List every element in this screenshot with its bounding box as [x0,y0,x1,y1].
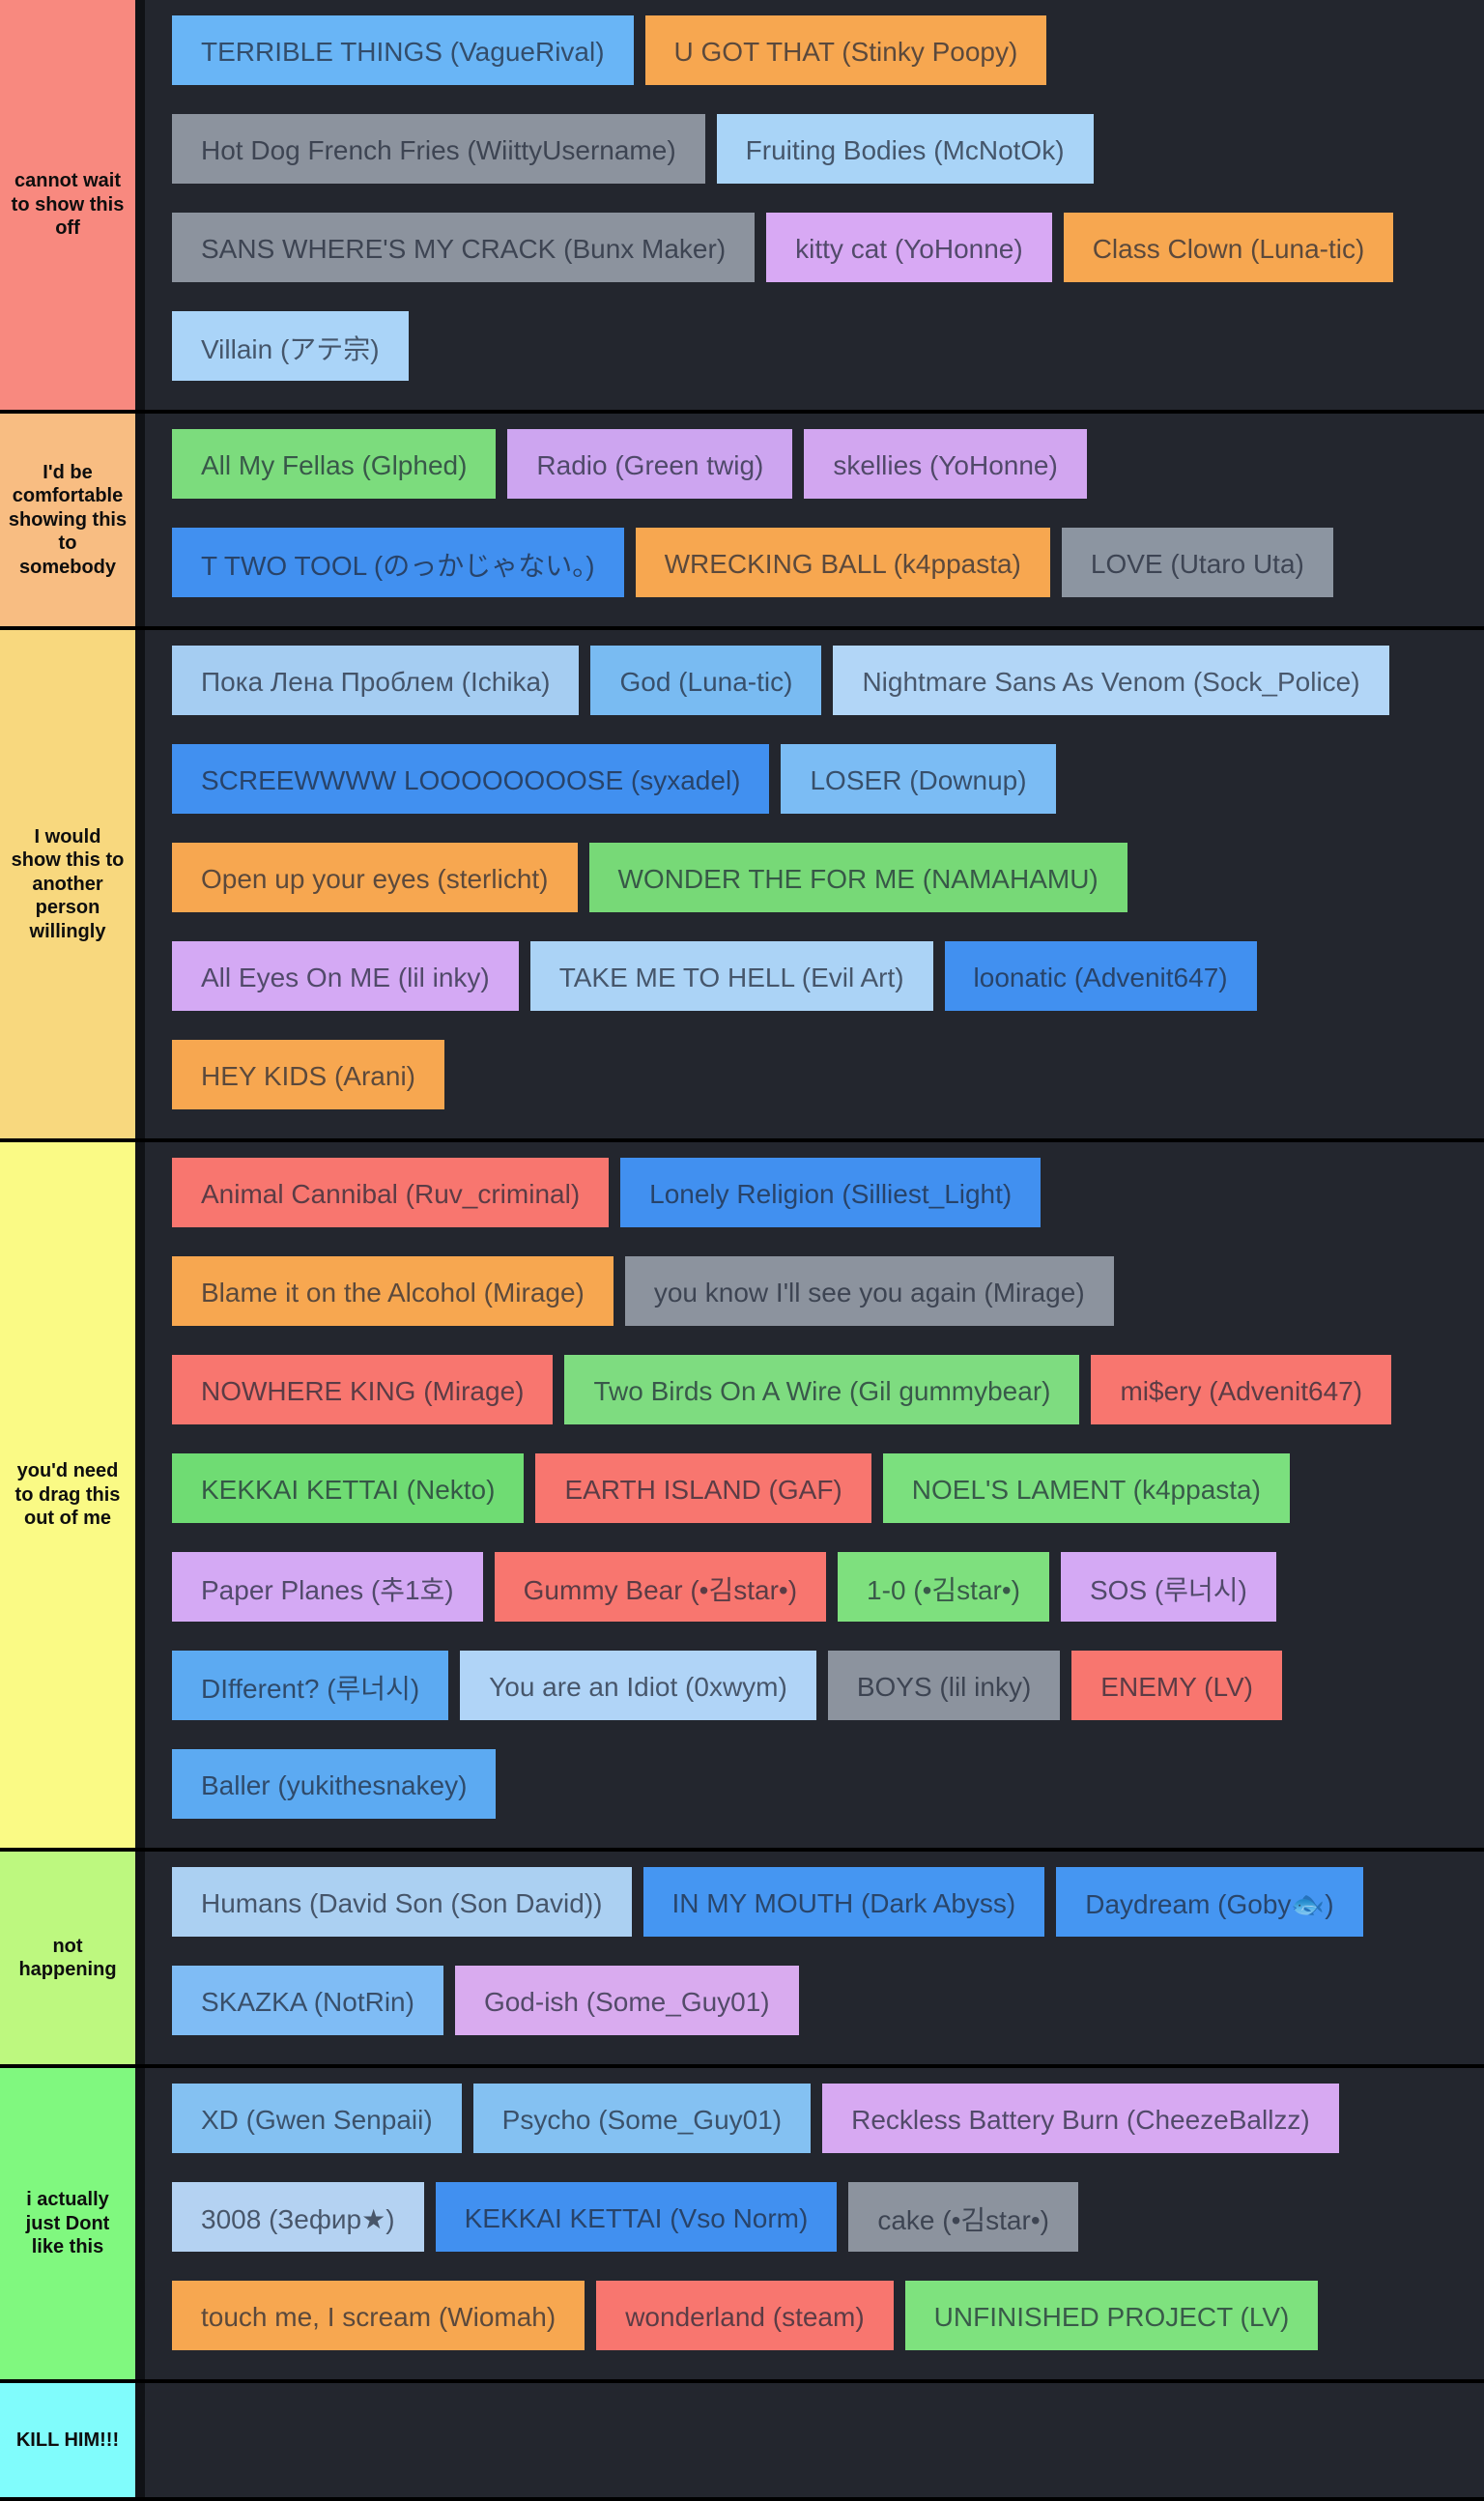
tier-item[interactable]: wonderland (steam) [596,2281,894,2350]
tier-item[interactable]: NOEL'S LAMENT (k4ppasta) [882,1453,1290,1523]
tier-item[interactable]: Baller (yukithesnakey) [172,1749,497,1819]
tier-item[interactable]: DIfferent? (루너시) [172,1651,449,1720]
tier-item[interactable]: TERRIBLE THINGS (VagueRival) [172,15,634,85]
tier-items-area: All My Fellas (Glphed) Radio (Green twig)… [145,414,1484,626]
tier-item[interactable]: Reckless Battery Burn (CheezeBallzz) [822,2084,1339,2153]
tier-items-area [145,2383,1484,2497]
tier-item[interactable]: 3008 (Зефир★) [172,2182,424,2252]
tier-label: cannot wait to show this off [0,0,145,410]
tier-item[interactable]: Two Birds On A Wire (Gil gummybear) [564,1355,1080,1424]
tier-row: you'd need to drag this out of me Animal … [0,1142,1484,1852]
tier-item[interactable]: Daydream (Goby🐟) [1056,1867,1363,1937]
tier-items-area: Humans (David Son (Son David)) IN MY MOUT… [145,1852,1484,2064]
tier-item[interactable]: kitty cat (YoHonne) [766,213,1052,282]
tier-label: I would show this to another person will… [0,630,145,1138]
tier-items-area: Пока Лена Проблем (Ichika) God (Luna-tic)… [145,630,1484,1138]
tier-items-area: TERRIBLE THINGS (VagueRival) U GOT THAT (… [145,0,1484,410]
tier-item[interactable]: KEKKAI KETTAI (Vso Norm) [435,2182,838,2252]
tier-item[interactable]: WONDER THE FOR ME (NAMAHAMU) [588,843,1127,912]
tier-item[interactable]: EARTH ISLAND (GAF) [535,1453,871,1523]
tier-row: not happening Humans (David Son (Son Davi… [0,1852,1484,2068]
tier-row: i actually just Dont like this XD (Gwen S… [0,2068,1484,2383]
tier-item[interactable]: God (Luna-tic) [590,646,822,715]
tier-items-area: Animal Cannibal (Ruv_criminal) Lonely Rel… [145,1142,1484,1848]
tier-row: KILL HIM!!! [0,2383,1484,2501]
tier-item[interactable]: Villain (アテ宗) [172,311,409,381]
tier-item[interactable]: TAKE ME TO HELL (Evil Art) [529,941,933,1011]
tier-item[interactable]: Пока Лена Проблем (Ichika) [172,646,580,715]
tier-item[interactable]: IN MY MOUTH (Dark Abyss) [642,1867,1045,1937]
tier-item[interactable]: Gummy Bear (•김star•) [494,1552,827,1622]
tier-item[interactable]: Hot Dog French Fries (WiittyUsername) [172,114,705,184]
tier-item[interactable]: SOS (루너시) [1061,1552,1276,1622]
tier-item[interactable]: All Eyes On ME (lil inky) [172,941,519,1011]
tier-item[interactable]: you know I'll see you again (Mirage) [624,1256,1114,1326]
tier-item[interactable]: loonatic (Advenit647) [944,941,1257,1011]
tier-item[interactable]: You are an Idiot (0xwym) [460,1651,816,1720]
tier-item[interactable]: U GOT THAT (Stinky Poopy) [644,15,1047,85]
tier-item[interactable]: HEY KIDS (Arani) [172,1040,444,1109]
tier-item[interactable]: SKAZKA (NotRin) [172,1966,443,2035]
tier-item[interactable]: Nightmare Sans As Venom (Sock_Police) [833,646,1389,715]
tier-item[interactable]: touch me, I scream (Wiomah) [172,2281,585,2350]
tier-item[interactable]: ENEMY (LV) [1071,1651,1282,1720]
tier-item[interactable]: Class Clown (Luna-tic) [1063,213,1394,282]
tier-item[interactable]: LOVE (Utaro Uta) [1061,528,1333,597]
tier-item[interactable]: KEKKAI KETTAI (Nekto) [172,1453,525,1523]
tier-item[interactable]: 1-0 (•김star•) [838,1552,1049,1622]
tier-label: KILL HIM!!! [0,2383,145,2497]
tier-item[interactable]: Psycho (Some_Guy01) [472,2084,812,2153]
tier-item[interactable]: God-ish (Some_Guy01) [454,1966,799,2035]
tier-item[interactable]: Animal Cannibal (Ruv_criminal) [172,1158,610,1227]
tier-item[interactable]: Fruiting Bodies (McNotOk) [716,114,1094,184]
tier-row: I would show this to another person will… [0,630,1484,1142]
tier-item[interactable]: UNFINISHED PROJECT (LV) [904,2281,1319,2350]
tier-item[interactable]: SCREEWWWW LOOOOOOOOSE (syxadel) [172,744,770,814]
tier-item[interactable]: LOSER (Downup) [781,744,1056,814]
tier-item[interactable]: Blame it on the Alcohol (Mirage) [172,1256,614,1326]
tier-item[interactable]: T TWO TOOL (のっかじゃない。) [172,528,624,597]
tier-label: you'd need to drag this out of me [0,1142,145,1848]
tier-label: i actually just Dont like this [0,2068,145,2379]
tier-item[interactable]: skellies (YoHonne) [804,429,1087,499]
tier-item[interactable]: Paper Planes (추1호) [172,1552,483,1622]
tier-item[interactable]: Lonely Religion (Silliest_Light) [620,1158,1042,1227]
tier-item[interactable]: cake (•김star•) [848,2182,1078,2252]
tier-items-area: XD (Gwen Senpaii) Psycho (Some_Guy01) Reck… [145,2068,1484,2379]
tier-label: not happening [0,1852,145,2064]
tier-item[interactable]: Radio (Green twig) [507,429,793,499]
tier-item[interactable]: Humans (David Son (Son David)) [172,1867,632,1937]
tier-item[interactable]: Open up your eyes (sterlicht) [172,843,578,912]
tier-item[interactable]: XD (Gwen Senpaii) [172,2084,462,2153]
tier-item[interactable]: WRECKING BALL (k4ppasta) [635,528,1050,597]
tier-row: cannot wait to show this off TERRIBLE THI… [0,0,1484,414]
tier-item[interactable]: BOYS (lil inky) [827,1651,1061,1720]
tier-label: I'd be comfortable showing this to someb… [0,414,145,626]
tier-item[interactable]: mi$ery (Advenit647) [1091,1355,1392,1424]
tier-item[interactable]: All My Fellas (Glphed) [172,429,497,499]
tier-item[interactable]: NOWHERE KING (Mirage) [172,1355,554,1424]
tier-row: I'd be comfortable showing this to someb… [0,414,1484,630]
tier-item[interactable]: SANS WHERE'S MY CRACK (Bunx Maker) [172,213,756,282]
